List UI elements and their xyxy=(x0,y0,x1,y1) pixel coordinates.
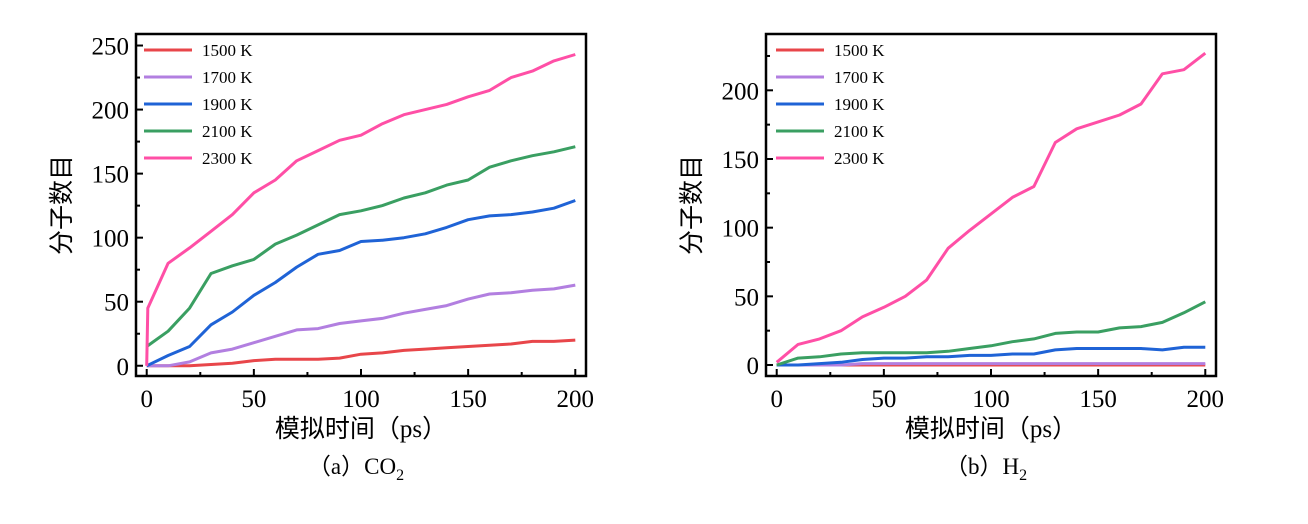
y-axis-label: 分子数目 xyxy=(678,155,706,255)
series-line-1700k xyxy=(776,362,1206,367)
y-tick-label: 0 xyxy=(747,353,760,380)
legend-label: 1900 K xyxy=(202,95,253,114)
x-tick-label: 0 xyxy=(770,386,783,413)
legend-label: 1700 K xyxy=(834,68,885,87)
series-line-2100k xyxy=(776,300,1206,367)
legend-label: 2100 K xyxy=(834,122,885,141)
x-tick-label: 200 xyxy=(1187,386,1225,413)
y-tick-label: 200 xyxy=(92,98,130,125)
y-tick-label: 0 xyxy=(117,354,130,381)
y-tick-label: 150 xyxy=(722,147,760,174)
series-line-2300k xyxy=(145,53,576,366)
y-tick-label: 100 xyxy=(722,216,760,243)
y-axis-label: 分子数目 xyxy=(48,155,76,255)
caption-subscript: 2 xyxy=(396,467,404,484)
series-line-2100k xyxy=(145,145,576,348)
x-tick-label: 0 xyxy=(140,386,153,413)
legend-label: 1500 K xyxy=(834,41,885,60)
series-line-2300k xyxy=(775,52,1207,364)
x-tick-label: 100 xyxy=(342,386,380,413)
chart-panel-b: 0 50 100 150 200 0 50 100 150 200 模拟时间（ps） 分子数目 （b）H… xyxy=(678,32,1225,484)
legend-label: 1900 K xyxy=(834,95,885,114)
y-tick-label: 100 xyxy=(92,226,130,253)
caption-subscript: 2 xyxy=(1019,467,1027,484)
chart-caption: （a）CO2 xyxy=(308,454,404,484)
caption-text: （b）H xyxy=(945,454,1019,479)
legend: 1500 K 1700 K 1900 K 2100 K 2300 K xyxy=(144,41,253,168)
x-tick-label: 100 xyxy=(972,386,1010,413)
legend-label: 2300 K xyxy=(834,149,885,168)
series-line-1900k xyxy=(146,199,576,368)
series-line-1500k xyxy=(146,338,576,368)
legend-label: 1500 K xyxy=(202,41,253,60)
legend-label: 2300 K xyxy=(202,149,253,168)
chart-caption: （b）H2 xyxy=(945,454,1027,484)
caption-text: （a）CO xyxy=(308,454,396,479)
x-axis-label: 模拟时间（ps） xyxy=(275,415,447,443)
y-tick-label: 250 xyxy=(92,34,130,61)
x-tick-label: 150 xyxy=(1079,386,1117,413)
x-tick-label: 150 xyxy=(449,386,487,413)
x-tick-label: 50 xyxy=(871,386,896,413)
x-tick-label: 50 xyxy=(241,386,266,413)
legend-label: 2100 K xyxy=(202,122,253,141)
y-tick-label: 200 xyxy=(722,78,760,105)
x-tick-label: 200 xyxy=(557,386,595,413)
series-line-1700k xyxy=(146,283,576,368)
legend-label: 1700 K xyxy=(202,68,253,87)
legend: 1500 K 1700 K 1900 K 2100 K 2300 K xyxy=(776,41,885,168)
x-axis-label: 模拟时间（ps） xyxy=(905,415,1077,443)
y-tick-label: 50 xyxy=(734,284,759,311)
y-tick-label: 50 xyxy=(104,290,129,317)
y-tick-label: 150 xyxy=(92,162,130,189)
chart-panel-a: 0 50 100 150 200 0 50 100 150 200 250 模拟时间（ps） 分子数目 （… xyxy=(48,32,595,484)
series-line-1900k xyxy=(776,345,1206,367)
